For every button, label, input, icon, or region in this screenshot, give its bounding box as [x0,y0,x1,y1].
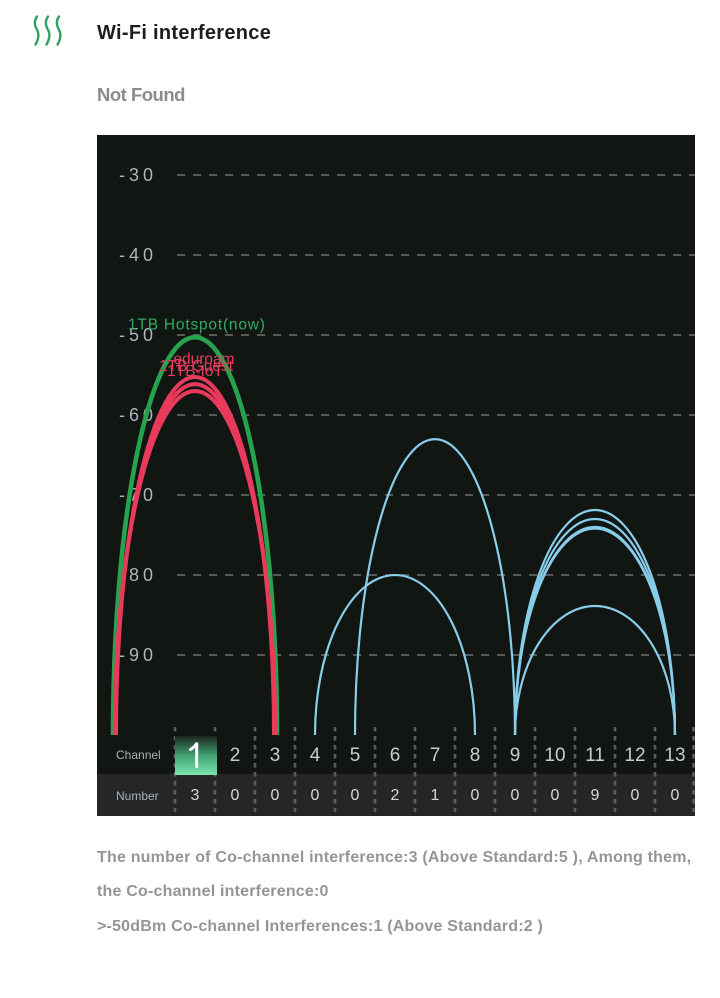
svg-text:-60: -60 [119,405,157,425]
svg-text:-50: -50 [119,325,157,345]
svg-text:-30: -30 [119,165,157,185]
svg-text:12: 12 [624,745,645,766]
svg-text:8: 8 [470,745,481,766]
svg-text:0: 0 [351,787,360,804]
svg-text:0: 0 [271,787,280,804]
svg-text:0: 0 [471,787,480,804]
svg-text:2: 2 [230,745,241,766]
svg-text:5: 5 [350,745,361,766]
svg-text:9: 9 [510,745,521,766]
svg-text:-90: -90 [119,645,157,665]
svg-text:Number: Number [116,789,159,803]
svg-text:7: 7 [430,745,441,766]
svg-text:13: 13 [664,745,685,766]
svg-text:6: 6 [390,745,401,766]
svg-text:1TB Guest: 1TB Guest [159,358,234,375]
svg-text:4: 4 [310,745,321,766]
svg-text:-40: -40 [119,245,157,265]
svg-text:11: 11 [585,745,605,766]
svg-text:1: 1 [431,787,440,804]
svg-text:1TB-IoT: 1TB-IoT [167,363,224,380]
svg-text:0: 0 [231,787,240,804]
svg-text:-80: -80 [119,565,157,585]
svg-text:3: 3 [270,745,281,766]
svg-text:3: 3 [191,787,200,804]
svg-text:0: 0 [311,787,320,804]
svg-text:0: 0 [631,787,640,804]
svg-text:10: 10 [544,745,565,766]
svg-text:0: 0 [511,787,520,804]
svg-text:1TB Hotspot(now): 1TB Hotspot(now) [128,317,266,334]
svg-text:eduroam: eduroam [173,351,234,368]
svg-text:9: 9 [591,787,600,804]
svg-text:Channel: Channel [116,748,161,762]
svg-text:0: 0 [551,787,560,804]
svg-text:2: 2 [391,787,400,804]
svg-text:0: 0 [671,787,680,804]
